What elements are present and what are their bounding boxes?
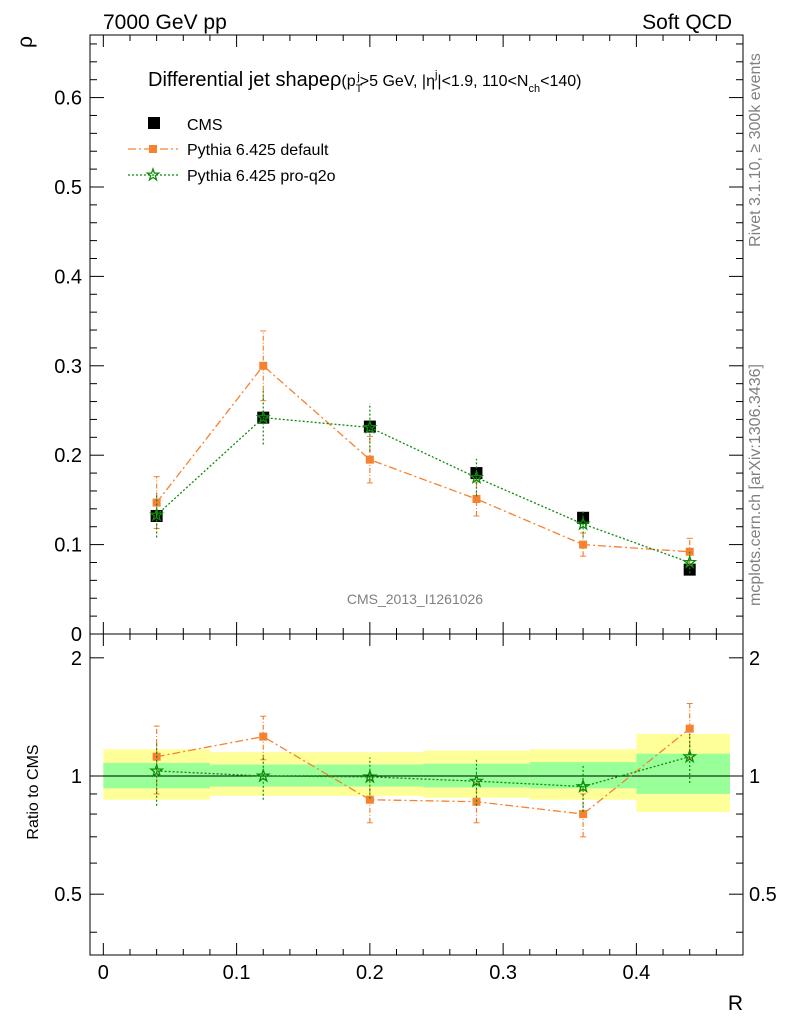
main-ytick-label: 0.1: [54, 535, 82, 557]
title-prefix: Differential jet shape: [148, 69, 330, 91]
legend-entry-cms: CMS: [148, 117, 223, 134]
ratio-xlabel: R: [728, 992, 743, 1015]
legend-label-pythia-default: Pythia 6.425 default: [187, 142, 329, 159]
energy-label: 7000 GeV pp: [103, 11, 227, 34]
ratio-band-inner: [636, 753, 730, 794]
legend-marker-pythia-default: [149, 145, 157, 153]
title-open: (p: [341, 73, 355, 90]
mcplots-label: mcplots.cern.ch [arXiv:1306.3436]: [747, 364, 764, 606]
ratio-xtick-label: 0.4: [622, 962, 650, 984]
main-pythia-proq2o-point: [468, 469, 485, 485]
ratio-xtick-label: 0.3: [489, 962, 517, 984]
ratio-xtick-label: 0.2: [356, 962, 384, 984]
main-pythia-proq2o-point: [362, 419, 378, 434]
title-close: <140): [540, 73, 581, 90]
main-ytick-label: 0: [71, 624, 82, 646]
main-panel: 0.1 0.2 0.3 0.4 0.5 0.6 0: [54, 34, 744, 646]
main-pythia-proq2o-line: [156, 416, 690, 564]
ratio-ytick-label: 1: [71, 766, 82, 788]
legend-label-pythia-proq2o: Pythia 6.425 pro-q2o: [187, 168, 336, 185]
ratio-panel: 0.5 0.5 1 1 2 2 0 0.1 0.2 0.3 0.4: [54, 633, 777, 984]
ratio-series-pythia-proq2o: [149, 733, 698, 812]
title-mid2: |<1.9, 110<N: [437, 73, 528, 90]
main-pythia-default-point: [365, 455, 374, 464]
title-pt-sub: T: [356, 83, 363, 95]
ratio-ytick-label-right: 1: [749, 766, 760, 788]
legend-label-cms: CMS: [187, 117, 223, 134]
rivet-label: Rivet 3.1.10, ≥ 300k events: [747, 53, 764, 247]
legend-entry-pythia-proq2o: Pythia 6.425 pro-q2o: [128, 167, 336, 185]
ratio-pythia-proq2o-point: [575, 778, 591, 794]
title-pt-sup: j: [356, 71, 359, 83]
main-pythia-default-point: [472, 495, 481, 504]
ratio-pythia-default-point: [365, 795, 374, 804]
ratio-xtick-label: 0.1: [223, 962, 251, 984]
ratio-ytick-label: 0.5: [54, 884, 82, 906]
ratio-ylabel: Ratio to CMS: [25, 744, 42, 839]
ratio-pythia-default-point: [685, 724, 694, 733]
ratio-pythia-proq2o-line: [156, 756, 690, 788]
main-ylabel: ρ: [14, 36, 37, 48]
ratio-ytick-label-right: 0.5: [749, 884, 777, 906]
ratio-pythia-default-point: [579, 810, 588, 819]
legend-marker-pythia-proq2o: [145, 167, 161, 182]
main-pythia-default-point: [579, 540, 588, 549]
main-ytick-label: 0.6: [54, 88, 82, 110]
ratio-pythia-proq2o-point: [149, 762, 165, 778]
main-ytick-label: 0.2: [54, 445, 82, 467]
main-ytick-label: 0.3: [54, 356, 82, 378]
ratio-frame: [89, 633, 744, 956]
ratio-pythia-default-point: [259, 732, 268, 741]
main-ytick-label: 0.5: [54, 177, 82, 199]
main-pythia-proq2o-point: [682, 554, 698, 569]
main-series-cms: [150, 411, 696, 576]
ratio-pythia-proq2o-point: [362, 768, 378, 784]
main-pythia-default-point: [259, 361, 268, 370]
title-eta-sup: j: [434, 69, 437, 81]
ratio-ytick-label-right: 2: [749, 648, 760, 670]
ratio-xtick-label: 0: [98, 962, 109, 984]
title-rho: ρ: [330, 69, 341, 91]
main-pythia-proq2o-point: [255, 409, 271, 425]
main-pythia-default-line: [156, 364, 690, 553]
legend: CMS Pythia 6.425 default Pythia 6.425 pr…: [128, 117, 336, 185]
title-nch-sub: ch: [528, 83, 540, 95]
ratio-pythia-proq2o-point: [682, 748, 698, 764]
legend-marker-cms: [148, 117, 160, 129]
ratio-ytick-label: 2: [71, 648, 82, 670]
title-mid1: >5 GeV, |η: [360, 73, 435, 90]
main-ytick-label: 0.4: [54, 266, 82, 288]
main-pythia-proq2o-point: [149, 507, 165, 522]
ratio-pythia-default-line: [156, 728, 691, 815]
main-pythia-proq2o-point: [575, 516, 591, 531]
process-label: Soft QCD: [642, 11, 732, 34]
main-pythia-default-point: [152, 498, 161, 507]
analysis-watermark: CMS_2013_I1261026: [347, 591, 483, 607]
legend-entry-pythia-default: Pythia 6.425 default: [128, 142, 329, 159]
ratio-pythia-proq2o-point: [468, 773, 485, 788]
main-series-pythia-proq2o: [149, 390, 698, 574]
main-title: Differential jet shapeρ(pTj>5 GeV, |ηj|<…: [148, 69, 581, 95]
main-series-pythia-default: [152, 330, 694, 566]
ratio-pythia-proq2o-point: [255, 768, 271, 783]
